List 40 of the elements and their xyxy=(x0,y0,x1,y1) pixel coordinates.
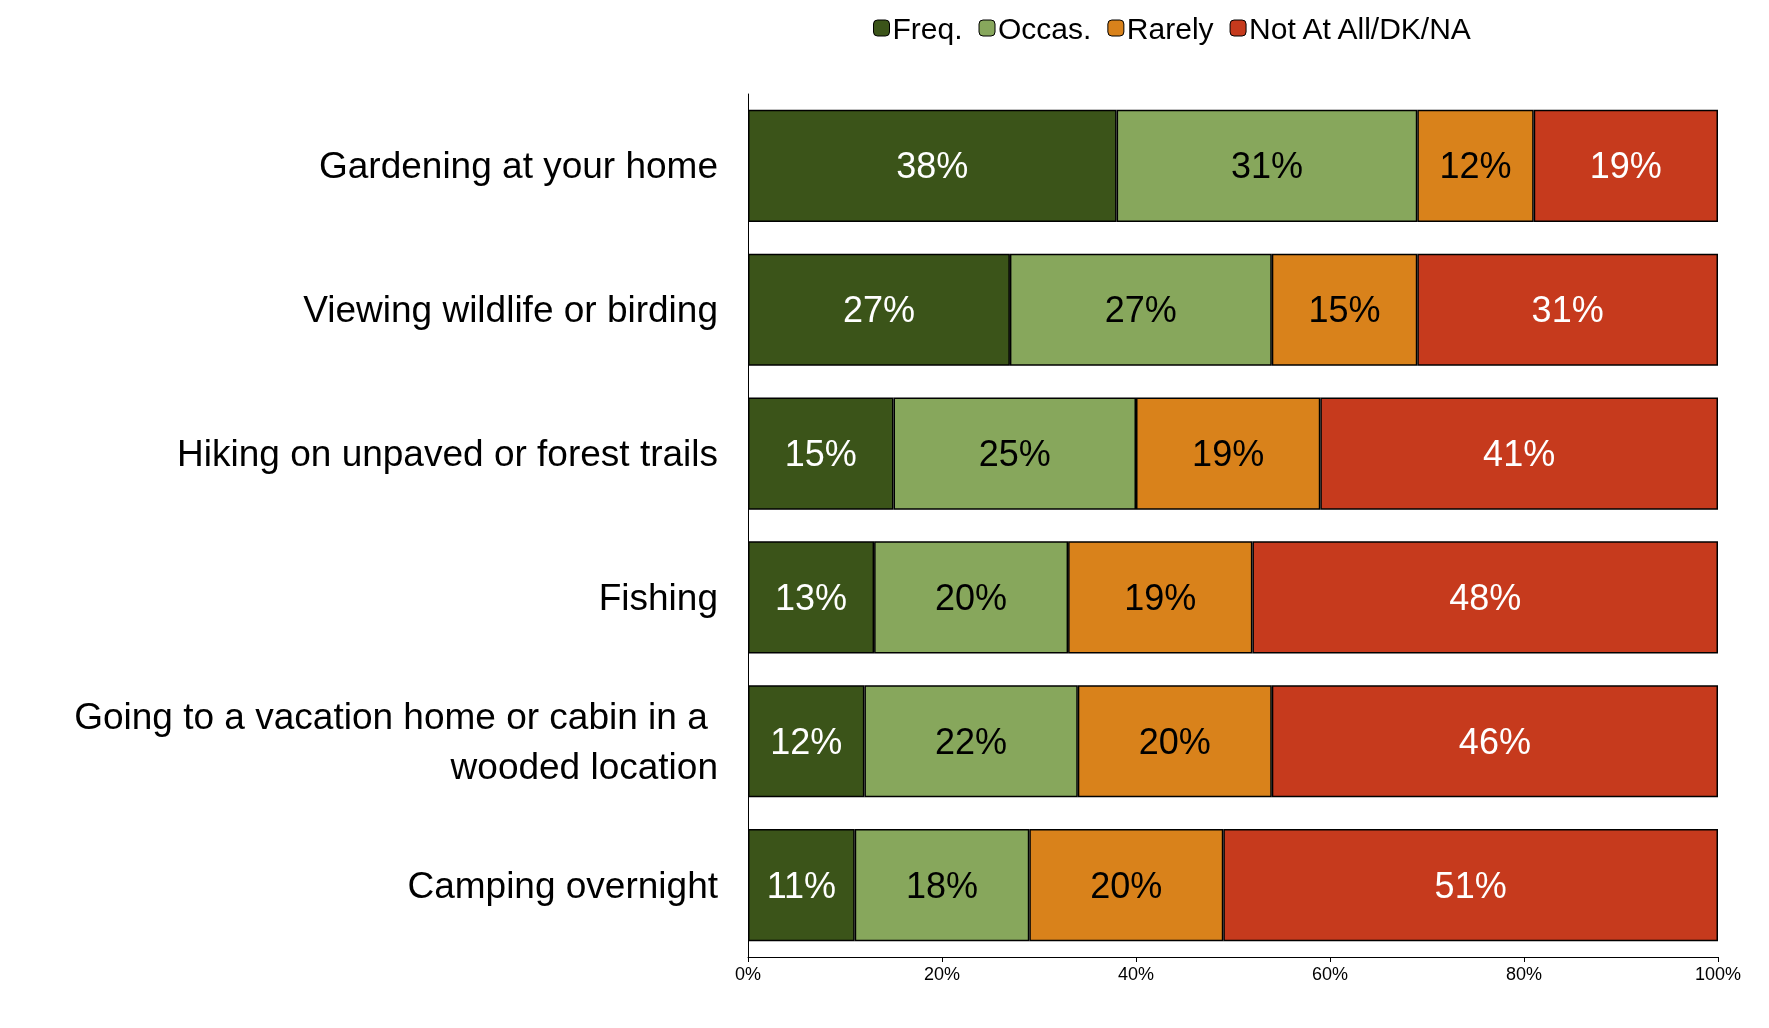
data-label: 11% xyxy=(766,864,837,906)
data-label: 12% xyxy=(1439,145,1512,187)
data-label: 19% xyxy=(1589,145,1662,187)
y-tick-label: Hiking on unpaved or forest trails xyxy=(177,433,718,475)
y-tick-label: Fishing xyxy=(598,576,718,618)
data-label: 19% xyxy=(1124,576,1197,618)
data-label: 20% xyxy=(1090,864,1163,906)
legend-label: Freq. xyxy=(892,11,963,45)
data-label: 20% xyxy=(935,576,1008,618)
data-label: 51% xyxy=(1434,864,1507,906)
y-tick-label: Gardening at your home xyxy=(318,145,718,187)
data-label: 46% xyxy=(1458,720,1531,762)
data-label: 27% xyxy=(842,289,915,331)
data-label: 15% xyxy=(784,433,857,475)
y-tick-label: Going to a vacation home or cabin in a wooded location xyxy=(74,695,718,787)
x-tick-label: 0% xyxy=(734,964,762,984)
legend-label: Occas. xyxy=(998,11,1092,45)
data-label: 19% xyxy=(1192,433,1265,475)
x-tick-label: 100% xyxy=(1694,964,1742,984)
data-label: 25% xyxy=(978,433,1051,475)
data-label: 15% xyxy=(1308,289,1381,331)
data-label: 27% xyxy=(1104,289,1177,331)
x-tick-label: 20% xyxy=(923,964,961,984)
data-label: 20% xyxy=(1138,720,1211,762)
legend-label: Rarely xyxy=(1126,11,1214,45)
x-tick-label: 60% xyxy=(1311,964,1349,984)
y-tick-label: Camping overnight xyxy=(407,864,719,906)
x-tick-label: 40% xyxy=(1117,964,1155,984)
data-label: 12% xyxy=(770,720,843,762)
data-label: 18% xyxy=(905,864,979,906)
data-label: 13% xyxy=(775,576,848,618)
x-tick-label: 80% xyxy=(1505,964,1543,984)
data-label: 48% xyxy=(1449,576,1522,618)
data-label: 41% xyxy=(1483,433,1556,475)
data-label: 31% xyxy=(1230,145,1303,187)
data-label: 22% xyxy=(935,720,1008,762)
y-tick-label: Viewing wildlife or birding xyxy=(303,289,718,331)
legend-label: Not At All/DK/NA xyxy=(1249,11,1471,45)
data-label: 31% xyxy=(1531,289,1604,331)
data-label: 38% xyxy=(896,145,969,187)
